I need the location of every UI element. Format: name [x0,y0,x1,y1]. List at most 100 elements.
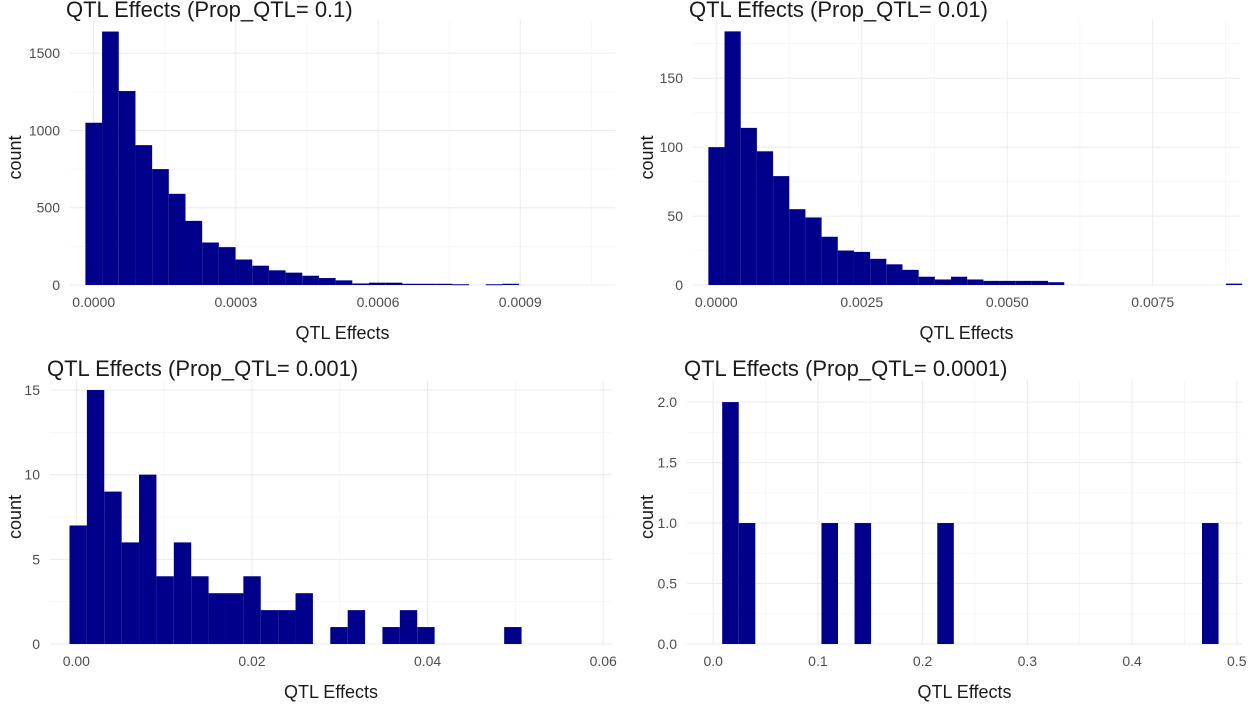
histogram-bar [104,491,122,644]
histogram-bar [347,610,366,644]
histogram-bar [118,91,136,285]
y-tick-label: 0.0 [658,636,678,652]
histogram-bar [722,402,739,644]
histogram-bar [1048,282,1065,285]
y-axis-label: count [637,135,657,179]
histogram-bar [285,272,303,285]
histogram-bar [139,474,157,644]
histogram-bar [853,251,871,285]
y-tick-label: 100 [660,139,684,155]
histogram-bar [1015,280,1032,285]
histogram-bar [789,209,806,285]
x-tick-label: 0.0025 [840,294,883,310]
x-tick-label: 0.0050 [986,294,1029,310]
histogram-bar [870,258,887,285]
histogram-bar [335,280,353,285]
x-tick-label: 0.00 [63,653,90,669]
bars [722,402,1219,644]
histogram-bar [999,280,1016,285]
histogram-bar [260,610,279,644]
y-axis-label: count [5,495,25,539]
histogram-bar [85,122,103,286]
histogram-bar [837,250,854,285]
histogram-bar [243,576,261,644]
histogram-bar [708,147,725,285]
x-tick-label: 0.1 [808,653,828,669]
y-tick-label: 0.5 [658,576,678,592]
histogram-bar [1031,280,1049,285]
histogram-bar [173,542,192,644]
histogram-bar [773,176,790,285]
histogram-bar [268,270,286,285]
histogram-bar [202,242,219,285]
x-tick-label: 0.0000 [695,294,738,310]
y-tick-label: 1.5 [658,455,678,471]
histogram-bar [821,236,838,285]
grid [687,380,1242,645]
histogram-bar [368,282,386,285]
histogram-bar [756,151,774,285]
x-tick-label: 0.06 [590,653,617,669]
histogram-bar [485,284,503,286]
y-tick-label: 2.0 [658,394,678,410]
y-tick-label: 50 [667,208,683,224]
histogram-bar [934,279,952,285]
histogram-bar [156,576,174,644]
histogram-bar [854,523,872,644]
histogram-bar [937,523,954,644]
bars [708,31,1243,286]
x-axis-label: QTL Effects [919,323,1013,343]
histogram-bar [452,284,470,286]
x-tick-label: 0.0006 [357,294,400,310]
histogram-bar [417,627,435,644]
histogram-bar [252,265,269,285]
histogram-bar [278,610,296,644]
y-tick-label: 10 [24,467,40,483]
histogram-bar [385,282,403,285]
y-tick-label: 0 [32,636,40,652]
x-tick-label: 0.02 [238,653,265,669]
histogram-bar [302,275,319,285]
histogram-bar [135,145,153,285]
histogram-bar [218,247,236,285]
x-tick-label: 0.0009 [499,294,542,310]
histogram-bar [902,269,919,285]
y-tick-label: 1000 [29,122,60,138]
chart-title: QTL Effects (Prop_QTL= 0.0001) [684,356,1008,381]
histogram-bar [1226,283,1243,285]
histogram-bar [738,523,756,644]
bars [69,390,522,644]
y-tick-label: 15 [24,382,40,398]
histogram-bar [502,283,520,285]
x-tick-label: 0.0003 [214,294,257,310]
y-tick-label: 0 [675,277,683,293]
histogram-bar [951,276,968,285]
histogram-bar [168,193,186,285]
y-tick-label: 1.0 [658,515,678,531]
histogram-bar [152,169,169,285]
histogram-bar [295,593,313,644]
histogram-bar [435,283,453,285]
x-tick-label: 0.3 [1018,653,1038,669]
histogram-bar [235,259,253,285]
histogram-bar [402,283,420,285]
histogram-bar [918,276,935,285]
histogram-bar [102,31,119,285]
x-axis-label: QTL Effects [917,682,1011,702]
x-tick-label: 0.04 [414,653,441,669]
histogram-bar [86,390,105,644]
histogram-bar [225,593,244,644]
x-tick-label: 0.0 [703,653,723,669]
x-axis-label: QTL Effects [284,682,378,702]
histogram-bar [352,283,369,285]
histogram-bar [504,627,522,644]
histogram-bar [419,283,436,285]
chart-title: QTL Effects (Prop_QTL= 0.001) [47,356,359,381]
histogram-bar [399,610,418,644]
histogram-bar [185,220,203,285]
histogram-bar [318,278,336,285]
